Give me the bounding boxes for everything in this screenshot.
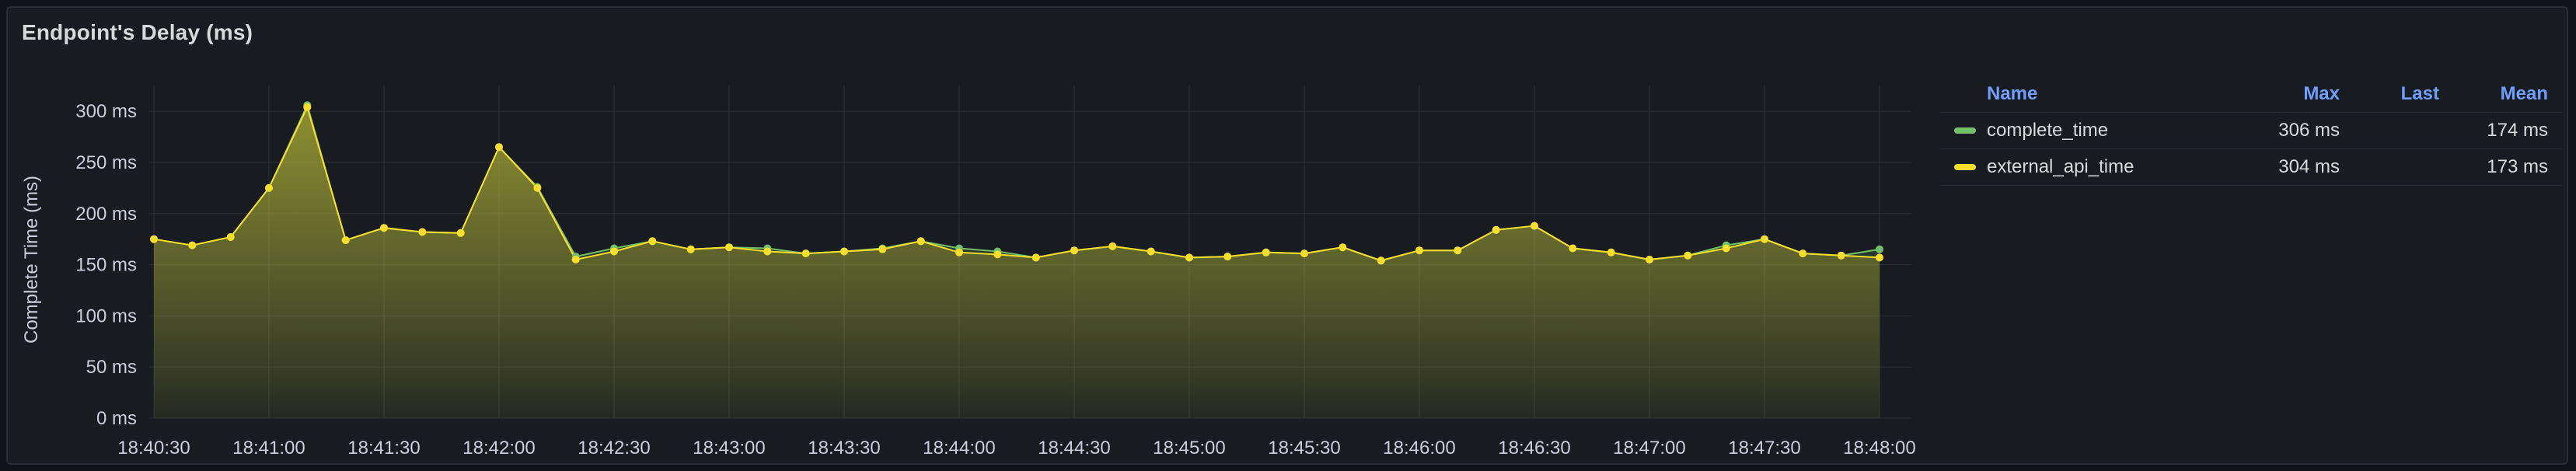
x-tick-label: 18:44:30 xyxy=(1038,438,1110,459)
data-point-external-api-time xyxy=(571,256,580,263)
legend-series-name[interactable]: complete_time xyxy=(1987,120,2109,141)
data-point-external-api-time xyxy=(955,248,963,256)
data-point-external-api-time xyxy=(1569,244,1577,253)
data-point-external-api-time xyxy=(1799,249,1807,258)
series-line-external-api-time xyxy=(153,105,1880,262)
data-point-external-api-time xyxy=(1031,253,1040,262)
data-point-external-api-time xyxy=(1722,244,1730,253)
legend-header-last[interactable]: Last xyxy=(2400,83,2439,104)
x-tick-label: 18:46:00 xyxy=(1383,438,1455,459)
data-point-external-api-time xyxy=(1223,253,1232,261)
data-point-external-api-time xyxy=(1070,246,1078,255)
legend-table: Name Max Last Mean complete_time 306 ms … xyxy=(1940,76,2562,186)
legend-series-name[interactable]: external_api_time xyxy=(1987,156,2134,177)
x-tick-label: 18:43:30 xyxy=(808,438,880,459)
data-point-external-api-time xyxy=(648,237,657,246)
data-point-external-api-time xyxy=(533,183,542,192)
data-point-external-api-time xyxy=(1607,248,1615,256)
data-point-external-api-time xyxy=(840,247,848,256)
data-point-complete-time xyxy=(1876,245,1883,253)
data-point-external-api-time xyxy=(418,228,427,236)
data-point-external-api-time xyxy=(1876,253,1883,262)
panel-title[interactable]: Endpoint's Delay (ms) xyxy=(22,20,253,44)
data-point-external-api-time xyxy=(1147,247,1155,256)
data-point-external-api-time xyxy=(1837,251,1845,260)
data-point-external-api-time xyxy=(1761,235,1768,243)
data-point-external-api-time xyxy=(1415,246,1423,255)
series-area-external-api-time xyxy=(154,106,1880,418)
data-point-external-api-time xyxy=(1108,242,1117,250)
data-point-external-api-time xyxy=(763,247,772,256)
x-tick-label: 18:43:00 xyxy=(693,438,765,459)
data-point-external-api-time xyxy=(1377,256,1385,265)
y-tick-label: 150 ms xyxy=(75,255,137,276)
data-point-external-api-time xyxy=(456,229,465,237)
y-tick-label: 0 ms xyxy=(96,408,137,429)
data-point-external-api-time xyxy=(150,235,158,243)
series-color-swatch[interactable] xyxy=(1954,164,1976,170)
y-tick-label: 100 ms xyxy=(75,305,137,326)
data-point-external-api-time xyxy=(1185,253,1193,262)
series-color-swatch[interactable] xyxy=(1954,127,1976,134)
legend-header-mean[interactable]: Mean xyxy=(2500,83,2548,104)
data-point-external-api-time xyxy=(1454,246,1462,255)
series-lines xyxy=(153,103,1880,262)
x-tick-label: 18:48:00 xyxy=(1843,438,1915,459)
data-point-external-api-time xyxy=(1646,256,1653,263)
x-tick-label: 18:46:30 xyxy=(1498,438,1570,459)
series-points xyxy=(150,101,1883,265)
data-point-external-api-time xyxy=(265,183,273,192)
legend-header-max[interactable]: Max xyxy=(2303,83,2340,104)
data-point-external-api-time xyxy=(725,243,733,252)
data-point-external-api-time xyxy=(341,236,350,244)
data-point-external-api-time xyxy=(303,103,312,111)
legend-row-complete-time[interactable]: complete_time 306 ms 174 ms xyxy=(1940,113,2562,149)
data-point-external-api-time xyxy=(686,245,695,253)
x-tick-label: 18:41:00 xyxy=(232,438,305,459)
x-axis-ticks: 18:40:30 18:41:00 18:41:30 18:42:00 18:42:30… xyxy=(117,438,1915,459)
y-tick-label: 200 ms xyxy=(75,204,137,225)
legend-series-mean: 173 ms xyxy=(2487,156,2548,177)
x-tick-label: 18:42:30 xyxy=(578,438,650,459)
data-point-external-api-time xyxy=(610,247,618,256)
x-tick-label: 18:47:30 xyxy=(1728,438,1800,459)
x-tick-label: 18:47:00 xyxy=(1613,438,1685,459)
y-tick-label: 250 ms xyxy=(75,152,137,173)
legend-row-external-api-time[interactable]: external_api_time 304 ms 173 ms xyxy=(1940,149,2562,186)
data-point-external-api-time xyxy=(916,237,925,246)
chart-panel: Endpoint's Delay (ms) 0 ms 50 ms 100 ms 150… xyxy=(6,6,2568,465)
x-tick-label: 18:41:30 xyxy=(347,438,420,459)
data-point-external-api-time xyxy=(993,250,1002,259)
data-point-external-api-time xyxy=(801,249,810,258)
y-axis-label: Complete Time (ms) xyxy=(21,176,42,344)
legend-header: Name Max Last Mean xyxy=(1940,76,2562,113)
x-tick-label: 18:45:00 xyxy=(1153,438,1225,459)
data-point-external-api-time xyxy=(1531,222,1538,230)
data-point-external-api-time xyxy=(1339,243,1347,252)
data-point-external-api-time xyxy=(1300,249,1308,258)
data-point-external-api-time xyxy=(188,241,197,249)
x-tick-label: 18:45:30 xyxy=(1268,438,1340,459)
y-tick-label: 50 ms xyxy=(86,357,137,378)
data-point-external-api-time xyxy=(380,224,388,232)
data-point-external-api-time xyxy=(878,245,887,253)
data-point-external-api-time xyxy=(1684,251,1692,260)
legend-series-mean: 174 ms xyxy=(2487,120,2548,141)
x-tick-label: 18:42:00 xyxy=(462,438,535,459)
series-areas xyxy=(154,105,1880,419)
legend-header-name[interactable]: Name xyxy=(1987,83,2038,104)
x-tick-label: 18:40:30 xyxy=(117,438,190,459)
data-point-external-api-time xyxy=(1262,248,1270,256)
y-axis-ticks: 0 ms 50 ms 100 ms 150 ms 200 ms 250 ms 300 ms xyxy=(75,101,137,429)
legend-series-max: 304 ms xyxy=(2278,156,2340,177)
x-tick-label: 18:44:00 xyxy=(923,438,995,459)
legend-series-max: 306 ms xyxy=(2278,120,2340,141)
y-tick-label: 300 ms xyxy=(75,101,137,122)
data-point-external-api-time xyxy=(495,143,503,152)
data-point-external-api-time xyxy=(226,233,235,241)
data-point-external-api-time xyxy=(1492,225,1500,234)
